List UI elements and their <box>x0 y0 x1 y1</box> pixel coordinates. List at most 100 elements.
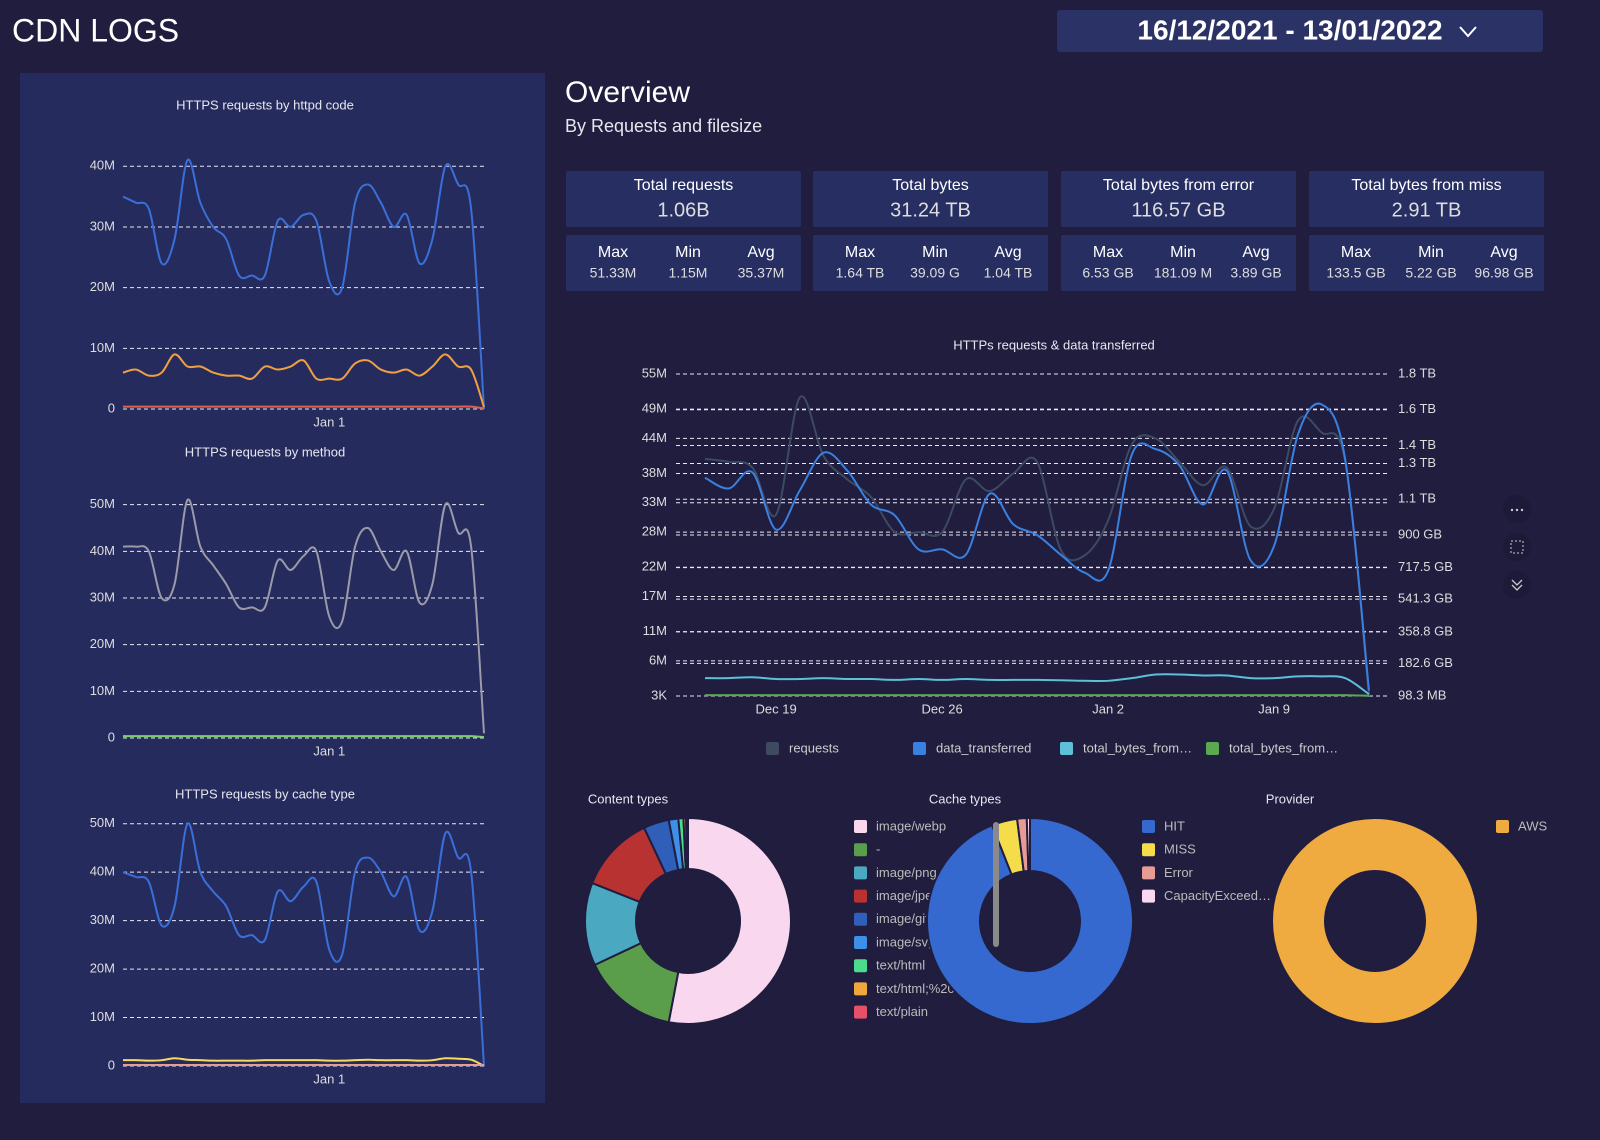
legend-swatch[interactable] <box>1206 742 1219 755</box>
stat-value: 1.64 TB <box>836 265 885 281</box>
legend-label[interactable]: total_bytes_from… <box>1083 740 1192 755</box>
y-tick-label: 44M <box>642 430 667 445</box>
legend-swatch[interactable] <box>854 866 867 880</box>
stat-card <box>813 171 1048 227</box>
card-value: 31.24 TB <box>890 199 971 221</box>
stat-label: Min <box>922 244 948 261</box>
legend-label[interactable]: image/png <box>876 865 937 880</box>
card-title: Total bytes from miss <box>1351 177 1501 194</box>
legend-label[interactable]: text/html <box>876 958 925 973</box>
left-panel <box>20 73 545 1103</box>
legend-label[interactable]: AWS <box>1518 818 1547 833</box>
stat-label: Min <box>675 244 701 261</box>
legend-label[interactable]: CapacityExceed… <box>1164 888 1271 903</box>
select-button[interactable] <box>1503 533 1531 561</box>
date-range[interactable]: 16/12/2021 - 13/01/2022 <box>1137 14 1442 45</box>
y-tick-label: 1.6 TB <box>1398 401 1436 416</box>
legend-swatch[interactable] <box>1060 742 1073 755</box>
legend-swatch[interactable] <box>854 912 867 926</box>
scroll-indicator <box>993 822 999 947</box>
y-tick-label: 10M <box>90 340 115 355</box>
stat-value: 5.22 GB <box>1405 265 1456 281</box>
line-series <box>704 395 1370 697</box>
legend-swatch[interactable] <box>766 742 779 755</box>
legend-swatch[interactable] <box>1142 820 1155 833</box>
y-tick-label: 0 <box>108 1057 115 1072</box>
y-tick-label: 1.3 TB <box>1398 455 1436 470</box>
legend-swatch[interactable] <box>854 843 867 857</box>
stat-value: 1.04 TB <box>984 265 1033 281</box>
legend-label[interactable]: image/jpeg <box>876 888 940 903</box>
legend-label[interactable]: HIT <box>1164 818 1185 833</box>
line-series <box>122 498 485 734</box>
dot <box>1515 508 1519 512</box>
line-series <box>122 1057 485 1067</box>
stat-value: 35.37M <box>738 265 785 281</box>
legend-swatch[interactable] <box>854 820 867 833</box>
legend-swatch[interactable] <box>854 959 867 973</box>
stat-label: Min <box>1418 244 1444 261</box>
legend-label[interactable]: MISS <box>1164 842 1196 857</box>
dot <box>1510 508 1514 512</box>
x-tick-label: Jan 1 <box>313 414 345 429</box>
card-value: 1.06B <box>657 199 709 221</box>
x-tick-label: Jan 9 <box>1258 701 1290 716</box>
y-tick-label: 20M <box>90 636 115 651</box>
legend-swatch[interactable] <box>854 982 867 996</box>
stat-value: 133.5 GB <box>1326 265 1385 281</box>
overview-title: Overview <box>565 76 690 109</box>
y-tick-label: 10M <box>90 683 115 698</box>
y-tick-label: 30M <box>90 912 115 927</box>
legend-swatch[interactable] <box>1496 820 1509 833</box>
donut-segment <box>1025 816 1031 873</box>
legend-label[interactable]: data_transferred <box>936 740 1031 755</box>
date-picker[interactable] <box>1057 10 1543 52</box>
y-tick-label: 40M <box>90 543 115 558</box>
legend-swatch[interactable] <box>854 936 867 949</box>
legend-swatch[interactable] <box>913 742 926 755</box>
stat-label: Max <box>598 244 628 261</box>
y-tick-label: 30M <box>90 589 115 604</box>
legend-swatch[interactable] <box>1142 843 1155 857</box>
x-tick-label: Jan 2 <box>1092 701 1124 716</box>
legend-label[interactable]: requests <box>789 740 839 755</box>
stat-detail-card <box>813 235 1048 291</box>
legend-label[interactable]: image/webp <box>876 818 946 833</box>
legend-swatch[interactable] <box>1142 889 1155 903</box>
legend-label[interactable]: total_bytes_from… <box>1229 740 1338 755</box>
line-series <box>704 402 1370 691</box>
line-series <box>122 158 485 410</box>
stat-label: Min <box>1170 244 1196 261</box>
stat-label: Avg <box>994 244 1021 261</box>
chart-title: HTTPS requests by method <box>185 444 345 459</box>
legend-label[interactable]: Error <box>1164 865 1194 880</box>
dropdown-chevron[interactable] <box>1459 26 1477 38</box>
x-tick-label: Jan 1 <box>313 1071 345 1086</box>
y-tick-label: 1.4 TB <box>1398 437 1436 452</box>
y-tick-label: 358.8 GB <box>1398 623 1453 638</box>
x-tick-label: Jan 1 <box>313 743 345 758</box>
legend-swatch[interactable] <box>854 1005 867 1019</box>
y-tick-label: 182.6 GB <box>1398 655 1453 670</box>
chart-title: Cache types <box>929 791 1002 806</box>
donut-segment <box>926 816 1134 1025</box>
legend-label[interactable]: text/plain <box>876 1004 928 1019</box>
chart-title: Provider <box>1266 791 1315 806</box>
legend-swatch[interactable] <box>854 889 867 903</box>
y-tick-label: 55M <box>642 365 667 380</box>
stat-value: 6.53 GB <box>1082 265 1133 281</box>
stat-detail-card <box>1309 235 1544 291</box>
legend-label[interactable]: - <box>876 842 880 857</box>
chart-title: HTTPS requests by cache type <box>175 786 355 801</box>
stat-value: 39.09 G <box>910 265 960 281</box>
legend-swatch[interactable] <box>1142 866 1155 880</box>
legend-label[interactable]: image/gif <box>876 911 929 926</box>
stat-label: Max <box>1093 244 1123 261</box>
y-tick-label: 49M <box>642 401 667 416</box>
y-tick-label: 38M <box>642 465 667 480</box>
y-tick-label: 6M <box>649 652 667 667</box>
stat-label: Avg <box>1490 244 1517 261</box>
y-tick-label: 33M <box>642 494 667 509</box>
